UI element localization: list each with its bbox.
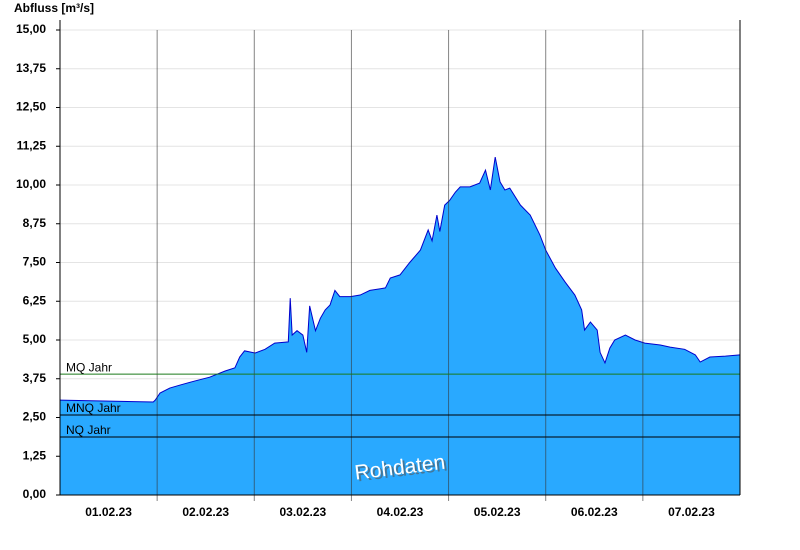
chart-title: Abfluss [m³/s]: [14, 1, 94, 15]
y-tick-label: 8,75: [23, 216, 47, 230]
y-tick-label: 0,00: [23, 487, 47, 501]
y-tick-label: 12,50: [16, 100, 46, 114]
x-tick-label: 05.02.23: [474, 505, 521, 519]
y-tick-label: 7,50: [23, 255, 47, 269]
x-tick-label: 07.02.23: [668, 505, 715, 519]
y-tick-label: 13,75: [16, 61, 46, 75]
y-tick-label: 5,00: [23, 332, 47, 346]
x-tick-label: 06.02.23: [571, 505, 618, 519]
x-tick-label: 04.02.23: [377, 505, 424, 519]
y-tick-label: 15,00: [16, 22, 46, 36]
reference-label: NQ Jahr: [66, 423, 111, 437]
y-tick-label: 6,25: [23, 293, 47, 307]
reference-label: MNQ Jahr: [66, 401, 121, 415]
x-tick-label: 01.02.23: [85, 505, 132, 519]
line: [59, 157, 741, 403]
y-tick-label: 1,25: [23, 448, 47, 462]
y-tick-label: 2,50: [23, 410, 47, 424]
y-tick-label: 10,00: [16, 177, 46, 191]
y-tick-label: 11,25: [17, 138, 47, 152]
area: [60, 157, 740, 495]
x-tick-label: 02.02.23: [182, 505, 229, 519]
x-tick-label: 03.02.23: [279, 505, 326, 519]
y-tick-label: 3,75: [23, 371, 47, 385]
reference-label: MQ Jahr: [66, 360, 112, 374]
